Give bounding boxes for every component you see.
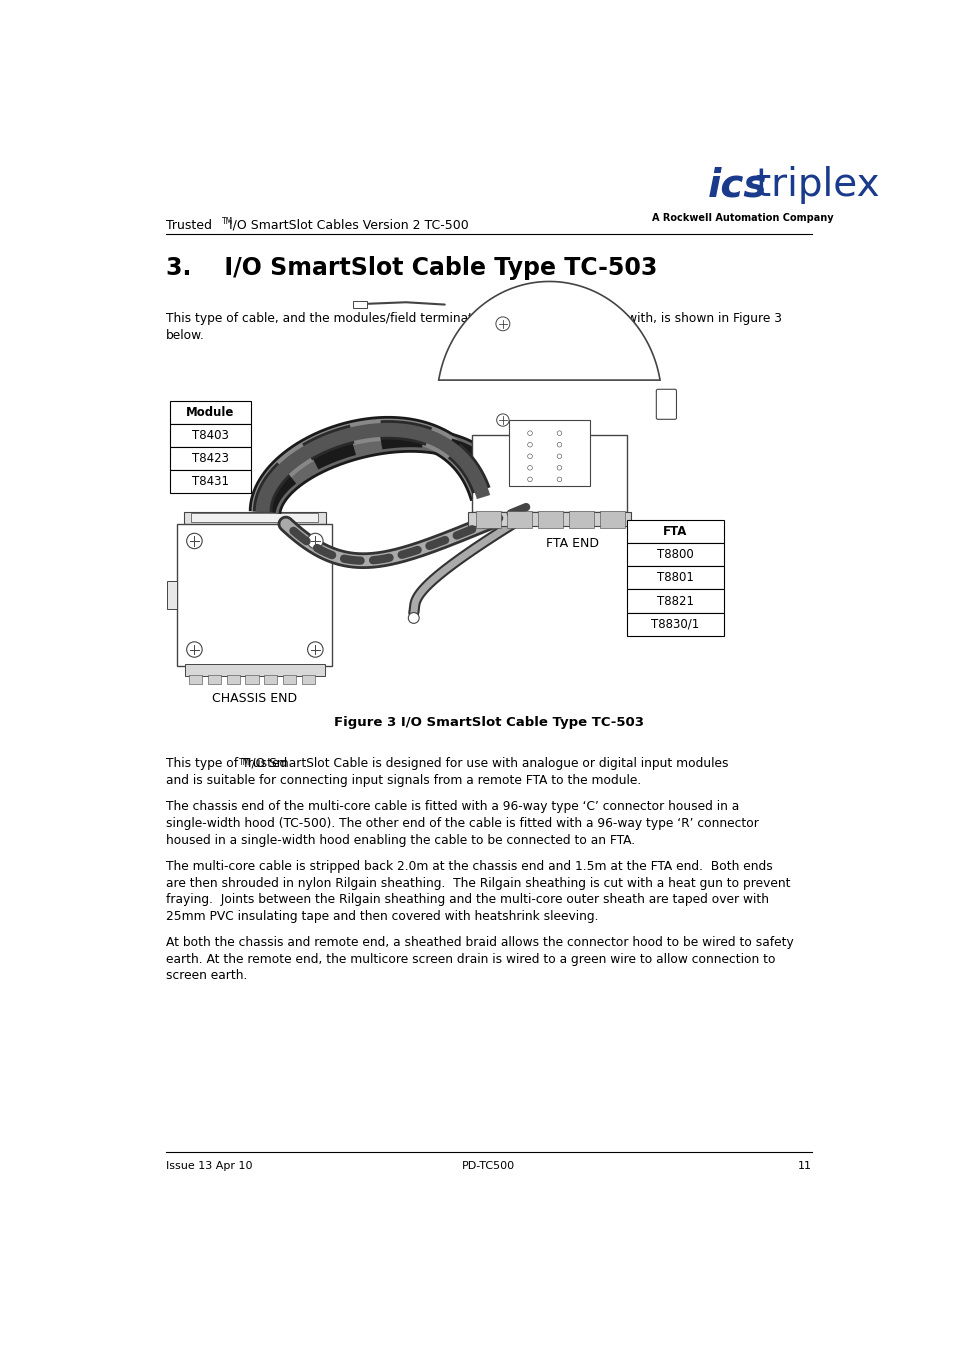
Text: Module: Module [186,405,234,419]
FancyBboxPatch shape [509,420,589,485]
FancyBboxPatch shape [626,543,723,566]
FancyBboxPatch shape [301,676,314,684]
Circle shape [557,454,561,458]
Circle shape [496,317,509,331]
Circle shape [497,413,509,426]
Circle shape [527,431,532,435]
Text: PD-TC500: PD-TC500 [462,1162,515,1171]
Circle shape [527,454,532,458]
FancyBboxPatch shape [264,676,277,684]
Text: earth. At the remote end, the multicore screen drain is wired to a green wire to: earth. At the remote end, the multicore … [166,952,775,966]
Text: T8431: T8431 [192,476,229,488]
FancyBboxPatch shape [656,389,676,419]
Text: triplex: triplex [756,166,879,204]
Text: 11: 11 [798,1162,811,1171]
Text: T8801: T8801 [657,571,693,585]
FancyBboxPatch shape [353,301,367,308]
Text: CHASSIS END: CHASSIS END [213,692,297,705]
FancyBboxPatch shape [192,513,318,523]
Circle shape [527,466,532,470]
FancyBboxPatch shape [177,524,332,666]
Text: T8403: T8403 [192,430,229,442]
Text: Figure 3 I/O SmartSlot Cable Type TC-503: Figure 3 I/O SmartSlot Cable Type TC-503 [334,716,643,730]
FancyBboxPatch shape [626,612,723,636]
FancyBboxPatch shape [167,581,177,609]
Text: T8821: T8821 [656,594,693,608]
Text: T8800: T8800 [657,549,693,561]
FancyBboxPatch shape [599,511,624,528]
Circle shape [187,642,202,657]
Text: I/O SmartSlot Cables Version 2 TC-500: I/O SmartSlot Cables Version 2 TC-500 [225,219,469,232]
FancyBboxPatch shape [170,470,251,493]
FancyBboxPatch shape [506,511,531,528]
Circle shape [527,442,532,447]
Circle shape [408,612,418,623]
FancyBboxPatch shape [283,676,296,684]
Text: screen earth.: screen earth. [166,970,247,982]
FancyBboxPatch shape [468,512,630,527]
Text: Issue 13 Apr 10: Issue 13 Apr 10 [166,1162,252,1171]
FancyBboxPatch shape [626,589,723,612]
Circle shape [187,534,202,549]
Circle shape [557,431,561,435]
FancyBboxPatch shape [472,435,626,512]
Text: FTA END: FTA END [545,536,598,550]
Text: fraying.  Joints between the Rilgain sheathing and the multi-core outer sheath a: fraying. Joints between the Rilgain shea… [166,893,768,907]
Text: T8423: T8423 [192,453,229,465]
FancyBboxPatch shape [185,665,324,677]
FancyBboxPatch shape [208,676,221,684]
FancyBboxPatch shape [626,566,723,589]
FancyBboxPatch shape [170,401,251,424]
Circle shape [557,477,561,482]
FancyBboxPatch shape [189,676,202,684]
Circle shape [557,442,561,447]
FancyBboxPatch shape [170,424,251,447]
Text: T8830/1: T8830/1 [651,617,699,631]
Text: TM: TM [222,216,233,226]
Text: 25mm PVC insulating tape and then covered with heatshrink sleeving.: 25mm PVC insulating tape and then covere… [166,909,598,923]
FancyBboxPatch shape [476,511,500,528]
Circle shape [527,477,532,482]
FancyBboxPatch shape [568,511,593,528]
Text: 3.    I/O SmartSlot Cable Type TC-503: 3. I/O SmartSlot Cable Type TC-503 [166,257,657,281]
Text: This type of Trusted: This type of Trusted [166,758,287,770]
Circle shape [307,642,323,657]
Circle shape [557,466,561,470]
FancyBboxPatch shape [245,676,258,684]
Text: TM: TM [238,758,250,767]
Text: are then shrouded in nylon Rilgain sheathing.  The Rilgain sheathing is cut with: are then shrouded in nylon Rilgain sheat… [166,877,789,890]
Polygon shape [438,281,659,380]
Text: FTA: FTA [662,526,687,538]
Text: and is suitable for connecting input signals from a remote FTA to the module.: and is suitable for connecting input sig… [166,774,640,786]
Text: At both the chassis and remote end, a sheathed braid allows the connector hood t: At both the chassis and remote end, a sh… [166,936,793,950]
Text: This type of cable, and the modules/field termination assemblies it is used with: This type of cable, and the modules/fiel… [166,312,781,326]
Text: A Rockwell Automation Company: A Rockwell Automation Company [652,212,833,223]
Text: housed in a single-width hood enabling the cable to be connected to an FTA.: housed in a single-width hood enabling t… [166,834,634,847]
Text: Trusted: Trusted [166,219,212,232]
Text: The chassis end of the multi-core cable is fitted with a 96-way type ‘C’ connect: The chassis end of the multi-core cable … [166,800,739,813]
FancyBboxPatch shape [227,676,239,684]
FancyBboxPatch shape [183,512,326,524]
Text: below.: below. [166,330,204,342]
Text: The multi-core cable is stripped back 2.0m at the chassis end and 1.5m at the FT: The multi-core cable is stripped back 2.… [166,861,772,873]
FancyBboxPatch shape [626,520,723,543]
Text: ics: ics [707,166,767,204]
Circle shape [307,534,323,549]
FancyBboxPatch shape [170,447,251,470]
Text: single-width hood (TC-500). The other end of the cable is fitted with a 96-way t: single-width hood (TC-500). The other en… [166,817,758,830]
FancyBboxPatch shape [537,511,562,528]
Text: I/O SmartSlot Cable is designed for use with analogue or digital input modules: I/O SmartSlot Cable is designed for use … [244,758,728,770]
